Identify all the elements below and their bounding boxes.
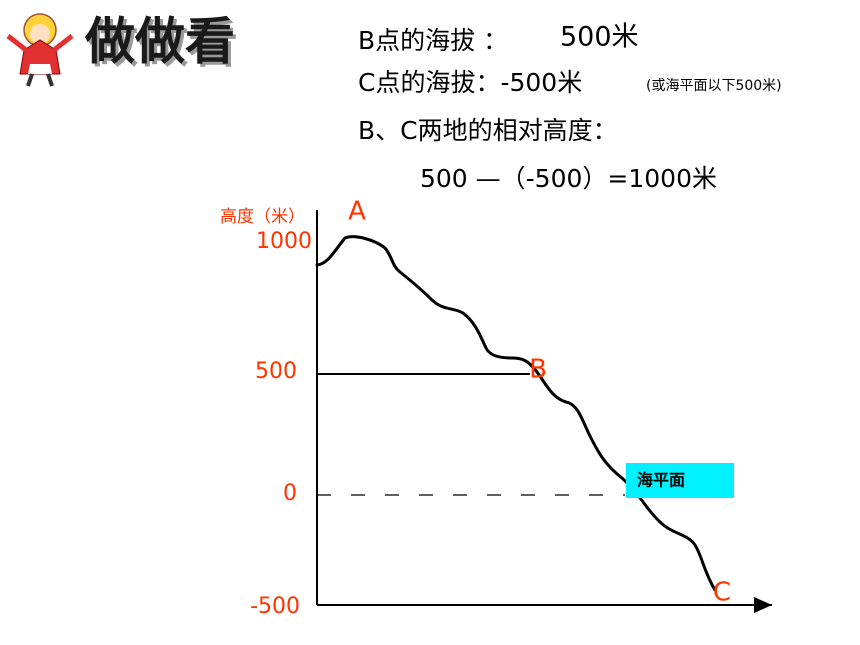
line-text: B、C两地的相对高度： xyxy=(358,116,618,145)
sea-level-box xyxy=(626,463,734,498)
line-note: (或海平面以下500米) xyxy=(646,78,782,94)
line-text: C点的海拔：-500米 xyxy=(358,68,582,97)
terrain-curve xyxy=(315,235,717,592)
title: 做做看 xyxy=(84,13,235,71)
point-label: B xyxy=(529,355,547,385)
line-text: 500 —（-500）=1000米 xyxy=(420,164,717,193)
tick-label: -500 xyxy=(250,594,300,619)
tick-label: 500 xyxy=(255,359,297,384)
title-shadow: 做做看 xyxy=(87,16,238,74)
doll-icon xyxy=(6,13,74,87)
sea-level-label: 海平面 xyxy=(637,471,685,490)
line-value: 500米 xyxy=(560,22,639,53)
tick-label: 1000 xyxy=(256,229,312,254)
axis-label: 高度（米） xyxy=(220,207,305,227)
tick-label: 0 xyxy=(283,481,297,506)
point-label: A xyxy=(348,197,366,227)
line-text: B点的海拔 ： xyxy=(358,26,508,55)
point-label: C xyxy=(713,578,731,608)
